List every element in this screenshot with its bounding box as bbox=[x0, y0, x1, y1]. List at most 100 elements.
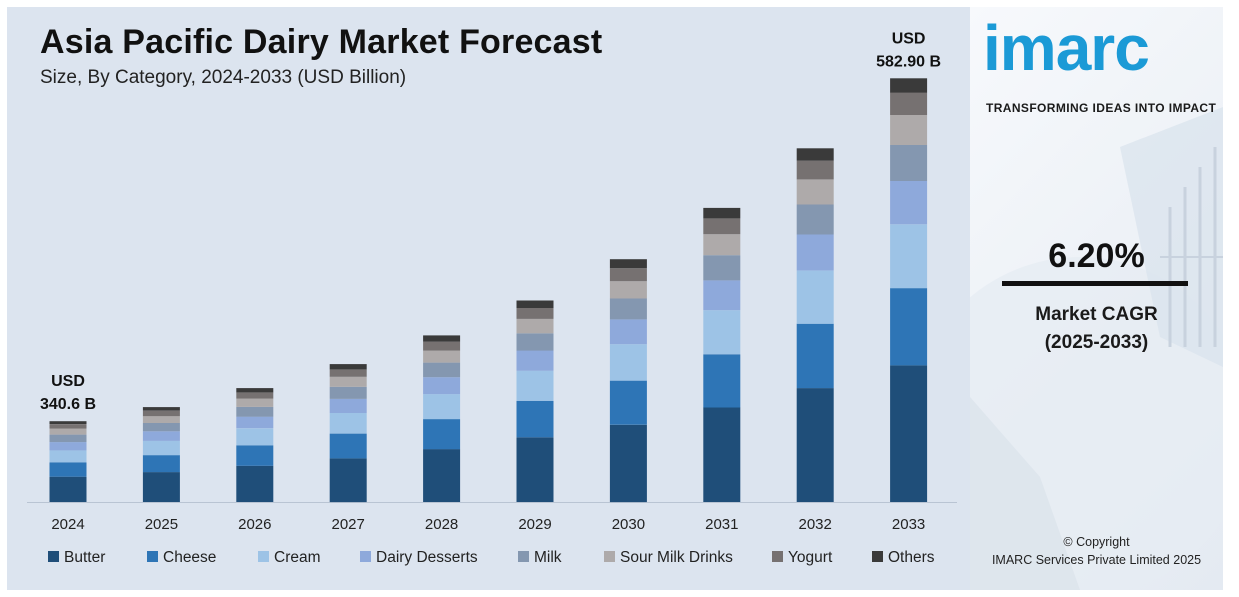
bar-segment-milk-2030 bbox=[609, 298, 647, 320]
logo-tagline: TRANSFORMING IDEAS INTO IMPACT bbox=[986, 101, 1217, 115]
bar-segment-yogurt-2025 bbox=[142, 410, 180, 417]
x-tick-label-2025: 2025 bbox=[145, 516, 178, 533]
bar-segment-butter-2031 bbox=[703, 407, 741, 502]
bar-segment-dairy-desserts-2024 bbox=[49, 442, 87, 451]
bar-segment-dairy-desserts-2025 bbox=[142, 431, 180, 441]
bar-segment-yogurt-2028 bbox=[423, 341, 461, 351]
bar-segment-butter-2028 bbox=[423, 449, 461, 502]
bar-segment-cream-2033 bbox=[890, 224, 928, 289]
bar-segment-others-2027 bbox=[329, 364, 367, 370]
cagr-label-line2: (2025-2033) bbox=[1044, 332, 1149, 353]
bar-segment-yogurt-2026 bbox=[236, 392, 274, 399]
bar-segment-sour-milk-drinks-2024 bbox=[49, 428, 87, 435]
legend-label: Dairy Desserts bbox=[376, 549, 478, 566]
bar-segment-others-2033 bbox=[890, 78, 928, 93]
bar-segment-milk-2029 bbox=[516, 333, 554, 351]
bar-segment-sour-milk-drinks-2032 bbox=[796, 179, 834, 205]
chart-title: Asia Pacific Dairy Market Forecast bbox=[40, 23, 603, 61]
legend-label: Yogurt bbox=[788, 549, 833, 566]
bar-segment-cheese-2033 bbox=[890, 288, 928, 366]
bar-segment-others-2029 bbox=[516, 300, 554, 308]
copyright-line1: © Copyright bbox=[1063, 535, 1130, 549]
infographic-frame: Asia Pacific Dairy Market Forecast Size,… bbox=[7, 7, 1223, 590]
cagr-divider bbox=[1002, 281, 1188, 286]
bar-segment-cream-2026 bbox=[236, 428, 274, 446]
legend-label: Sour Milk Drinks bbox=[620, 549, 733, 566]
bar-segment-butter-2030 bbox=[609, 424, 647, 503]
imarc-logo: imarc bbox=[983, 12, 1213, 84]
bar-segment-yogurt-2031 bbox=[703, 218, 741, 235]
bar-segment-sour-milk-drinks-2026 bbox=[236, 398, 274, 407]
bar-segment-sour-milk-drinks-2033 bbox=[890, 115, 928, 145]
legend-label: Others bbox=[888, 549, 935, 566]
bar-segment-yogurt-2030 bbox=[609, 268, 647, 282]
x-tick-label-2029: 2029 bbox=[518, 516, 551, 533]
bar-segment-others-2031 bbox=[703, 207, 741, 219]
legend-swatch bbox=[772, 551, 783, 562]
side-panel: imarc TRANSFORMING IDEAS INTO IMPACT 6.2… bbox=[970, 7, 1223, 590]
bar-segment-cream-2032 bbox=[796, 270, 834, 324]
x-tick-label-2024: 2024 bbox=[51, 516, 84, 533]
bar-segment-dairy-desserts-2026 bbox=[236, 416, 274, 429]
cagr-label: Market CAGR (2025-2033) bbox=[970, 301, 1223, 357]
legend-swatch bbox=[872, 551, 883, 562]
legend-item-milk: Milk bbox=[518, 549, 562, 567]
bar-segment-cheese-2028 bbox=[423, 419, 461, 450]
background-decoration bbox=[970, 107, 1223, 590]
bar-segment-others-2028 bbox=[423, 335, 461, 342]
bar-segment-others-2032 bbox=[796, 148, 834, 161]
legend-item-sour-milk-drinks: Sour Milk Drinks bbox=[604, 549, 733, 567]
bar-segment-cheese-2024 bbox=[49, 462, 87, 477]
bar-segment-others-2025 bbox=[142, 407, 180, 411]
bar-segment-cream-2031 bbox=[703, 310, 741, 355]
bar-segment-yogurt-2032 bbox=[796, 160, 834, 180]
bar-segment-milk-2025 bbox=[142, 423, 180, 432]
bar-segment-cheese-2029 bbox=[516, 400, 554, 438]
legend-item-butter: Butter bbox=[48, 549, 105, 567]
cagr-label-line1: Market CAGR bbox=[1035, 304, 1158, 325]
callout-first-value: 340.6 B bbox=[40, 396, 96, 413]
bar-segment-dairy-desserts-2030 bbox=[609, 319, 647, 345]
x-tick-label-2027: 2027 bbox=[332, 516, 365, 533]
legend-item-dairy-desserts: Dairy Desserts bbox=[360, 549, 478, 567]
bar-segment-milk-2026 bbox=[236, 406, 274, 417]
bar-segment-yogurt-2027 bbox=[329, 369, 367, 377]
bar-segment-milk-2028 bbox=[423, 362, 461, 378]
stacked-bar-chart: 2024 2025 2026 2027 2028 2029 2030 2031 2032 2033… bbox=[27, 30, 957, 533]
x-tick-label-2031: 2031 bbox=[705, 516, 738, 533]
logo-wordmark: imarc bbox=[983, 12, 1150, 84]
x-tick-label-2030: 2030 bbox=[612, 516, 645, 533]
legend-swatch bbox=[147, 551, 158, 562]
bar-segment-butter-2027 bbox=[329, 458, 367, 503]
bar-segment-yogurt-2029 bbox=[516, 308, 554, 319]
bar-segment-others-2024 bbox=[49, 421, 87, 424]
legend-label: Cream bbox=[274, 549, 321, 566]
bar-segment-others-2026 bbox=[236, 388, 274, 393]
x-tick-label-2033: 2033 bbox=[892, 516, 925, 533]
x-tick-label-2032: 2032 bbox=[799, 516, 832, 533]
callout-last-prefix: USD bbox=[892, 30, 926, 47]
copyright-line2: IMARC Services Private Limited 2025 bbox=[991, 553, 1202, 567]
bar-segment-cream-2025 bbox=[142, 440, 180, 456]
legend-swatch bbox=[48, 551, 59, 562]
bar-segment-sour-milk-drinks-2029 bbox=[516, 318, 554, 334]
bar-segment-cream-2028 bbox=[423, 394, 461, 420]
legend-swatch bbox=[258, 551, 269, 562]
bar-segment-butter-2026 bbox=[236, 465, 274, 502]
bar-segment-cheese-2030 bbox=[609, 380, 647, 425]
bar-segment-butter-2024 bbox=[49, 476, 87, 502]
bar-segment-cream-2027 bbox=[329, 413, 367, 434]
bar-segment-dairy-desserts-2032 bbox=[796, 234, 834, 271]
x-tick-label-2028: 2028 bbox=[425, 516, 458, 533]
bar-segment-butter-2025 bbox=[142, 472, 180, 502]
bar-segment-sour-milk-drinks-2025 bbox=[142, 416, 180, 423]
legend-item-others: Others bbox=[872, 549, 935, 567]
legend-label: Milk bbox=[534, 549, 562, 566]
x-tick-label-2026: 2026 bbox=[238, 516, 271, 533]
bar-segment-butter-2032 bbox=[796, 388, 834, 502]
callout-first-prefix: USD bbox=[51, 373, 85, 390]
bar-segment-milk-2033 bbox=[890, 145, 928, 181]
bar-segment-milk-2024 bbox=[49, 434, 87, 443]
bar-segment-dairy-desserts-2028 bbox=[423, 377, 461, 395]
bar-segment-yogurt-2033 bbox=[890, 92, 928, 115]
